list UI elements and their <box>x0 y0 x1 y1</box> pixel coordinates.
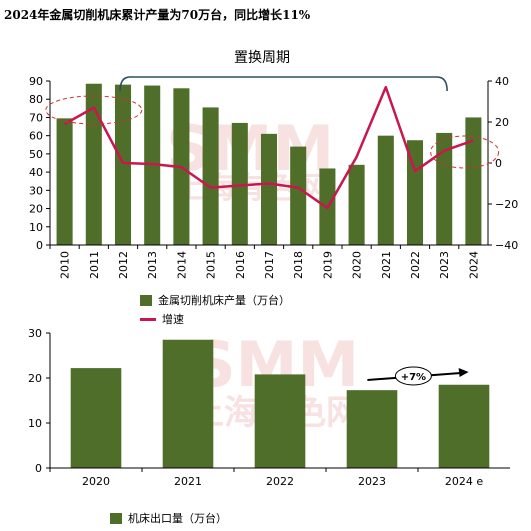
x-tick-label: 2020 <box>351 251 364 279</box>
y-tick-label: 10 <box>28 417 42 430</box>
bar-export <box>70 368 122 468</box>
x-tick-label: 2011 <box>88 251 101 279</box>
bar-production <box>465 117 482 245</box>
x-tick-label: 2015 <box>205 251 218 279</box>
bar-export <box>254 374 306 468</box>
y-tick-label-right: −40 <box>495 239 518 252</box>
bar-production <box>114 84 132 246</box>
x-tick-label: 2023 <box>358 475 386 488</box>
bar-production <box>260 133 278 245</box>
legend-label-production: 金属切削机床产量（万台） <box>158 294 290 307</box>
x-tick-label: 2022 <box>409 251 422 279</box>
legend-item-export: 机床出口量（万台） <box>110 510 227 526</box>
x-tick-label: 2024 <box>467 251 480 279</box>
legend-item-production: 金属切削机床产量（万台） <box>140 292 290 308</box>
legend-swatch-export <box>110 512 122 524</box>
y-tick-label-left: 80 <box>29 93 43 106</box>
bar-production <box>436 132 453 245</box>
annotation-replacement-cycle: 置换周期 <box>234 49 290 66</box>
x-tick-label: 2013 <box>146 251 159 279</box>
arrow-head <box>458 368 469 377</box>
bar-production <box>348 164 365 245</box>
y-tick-label-left: 30 <box>29 184 43 197</box>
y-tick-label: 20 <box>28 372 42 385</box>
y-tick-label-left: 20 <box>29 203 43 216</box>
growth-badge-label: +7% <box>401 372 426 383</box>
y-tick-label-left: 50 <box>29 148 43 161</box>
legend-label-export: 机床出口量（万台） <box>128 512 227 525</box>
y-tick-label-right: −20 <box>495 198 518 211</box>
bar-export <box>438 384 490 468</box>
bar-export <box>162 339 214 468</box>
y-tick-label: 0 <box>35 462 42 475</box>
y-tick-label-right: 0 <box>495 157 502 170</box>
bar-export <box>346 390 398 468</box>
y-tick-label-left: 60 <box>29 130 43 143</box>
x-tick-label: 2019 <box>321 251 334 279</box>
bar-production <box>290 146 307 245</box>
x-tick-label: 2010 <box>59 251 72 279</box>
y-tick-label-left: 70 <box>29 111 43 124</box>
highlight-ellipse-recent <box>430 135 500 169</box>
line-growth <box>63 85 474 210</box>
bracket-replacement-cycle <box>119 76 448 92</box>
bar-production <box>406 140 424 245</box>
x-tick-label: 2017 <box>263 251 276 279</box>
x-tick-label: 2024 e <box>445 475 483 488</box>
x-tick-label: 2018 <box>292 251 305 279</box>
x-tick-label: 2016 <box>234 251 247 279</box>
y-tick-label-right: 20 <box>495 116 509 129</box>
y-tick-label-left: 0 <box>36 239 43 252</box>
production-chart: SMM上海有色网0102030405060708090−40−200204020… <box>29 49 518 279</box>
y-tick-label: 30 <box>28 327 42 340</box>
x-tick-label: 2021 <box>174 475 202 488</box>
page-title: 2024年金属切削机床累计产量为70万台，同比增长11% <box>4 8 311 22</box>
x-tick-label: 2012 <box>117 251 130 279</box>
bar-production <box>202 107 219 245</box>
legend-swatch-growth <box>140 317 156 321</box>
x-tick-label: 2021 <box>380 251 393 279</box>
x-tick-label: 2020 <box>82 475 110 488</box>
bar-production <box>231 122 248 245</box>
bar-production <box>56 118 73 245</box>
y-tick-label-left: 90 <box>29 75 43 88</box>
x-tick-label: 2022 <box>266 475 294 488</box>
growth-badge <box>394 366 432 386</box>
legend-label-growth: 增速 <box>162 313 184 326</box>
x-tick-label: 2023 <box>438 251 451 279</box>
legend-item-growth: 增速 <box>140 311 184 327</box>
bar-production <box>377 135 394 245</box>
y-tick-label-left: 40 <box>29 166 43 179</box>
y-tick-label-left: 10 <box>29 221 43 234</box>
y-tick-label-right: 40 <box>495 75 509 88</box>
highlight-ellipse-early <box>45 95 143 125</box>
x-tick-label: 2014 <box>175 251 188 279</box>
legend-swatch-production <box>140 294 152 306</box>
